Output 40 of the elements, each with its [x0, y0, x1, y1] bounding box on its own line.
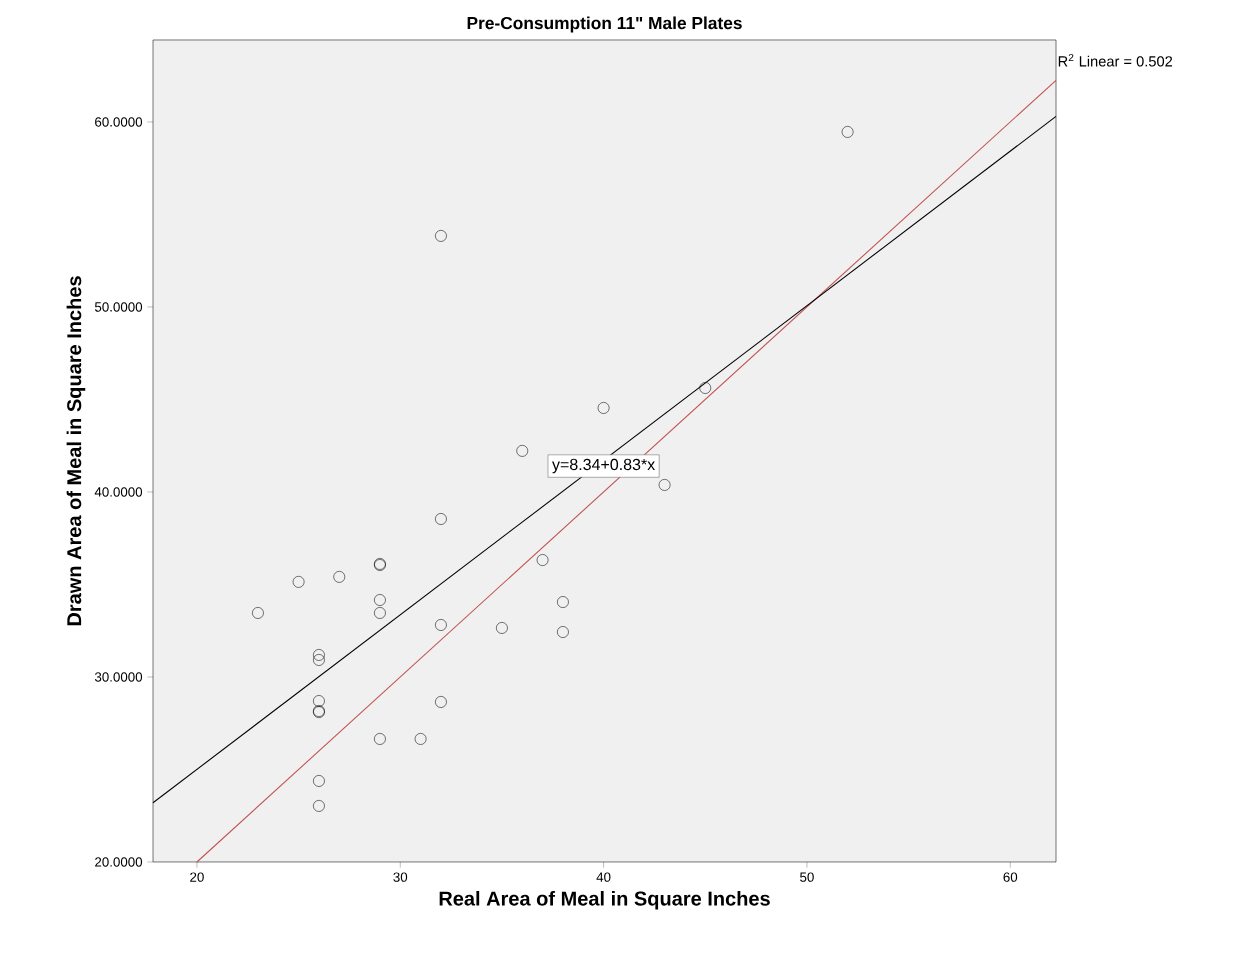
- point: [435, 230, 447, 242]
- point: [841, 126, 854, 138]
- point: [374, 733, 386, 745]
- point: [313, 800, 325, 812]
- x-tick-label: 60: [1003, 872, 1018, 882]
- point: [496, 622, 508, 634]
- point: [313, 649, 325, 661]
- point: [699, 382, 712, 394]
- x-axis-title: Real Area of Meal in Square Inches: [439, 890, 770, 910]
- point: [516, 445, 529, 457]
- point: [557, 596, 569, 608]
- point: [313, 695, 325, 707]
- y-tick-label: 50.0000: [94, 302, 143, 312]
- y-tick-label: 20.0000: [95, 857, 143, 867]
- point: [333, 571, 346, 583]
- point: [658, 479, 671, 491]
- point: [536, 554, 549, 566]
- annotation: y=8.34+0.83*x: [552, 458, 655, 474]
- point: [557, 626, 569, 638]
- point: [435, 696, 447, 708]
- point: [435, 619, 447, 631]
- point: [435, 513, 447, 525]
- x-tick-label: 30: [393, 872, 408, 882]
- y-axis-title: Drawn Area of Meal in Square Inches: [66, 276, 86, 626]
- point: [292, 576, 305, 588]
- point: [313, 775, 325, 787]
- point: [597, 402, 610, 414]
- point: [414, 733, 427, 745]
- point: [313, 654, 325, 666]
- y-tick-label: 40.0000: [94, 487, 143, 497]
- x-tick-label: 40: [596, 872, 611, 882]
- point: [374, 607, 386, 619]
- point: [252, 607, 264, 619]
- x-tick-label: 50: [800, 872, 814, 882]
- y-tick-label: 30.0000: [94, 672, 143, 682]
- y-tick-label: 60.0000: [95, 117, 143, 127]
- chart-title: Pre-Consumption 11" Male Plates: [467, 16, 742, 33]
- point: [374, 594, 386, 606]
- x-tick-label: 20: [190, 872, 204, 882]
- text: R$^{2}$ Linear = 0.502: [1058, 53, 1173, 67]
